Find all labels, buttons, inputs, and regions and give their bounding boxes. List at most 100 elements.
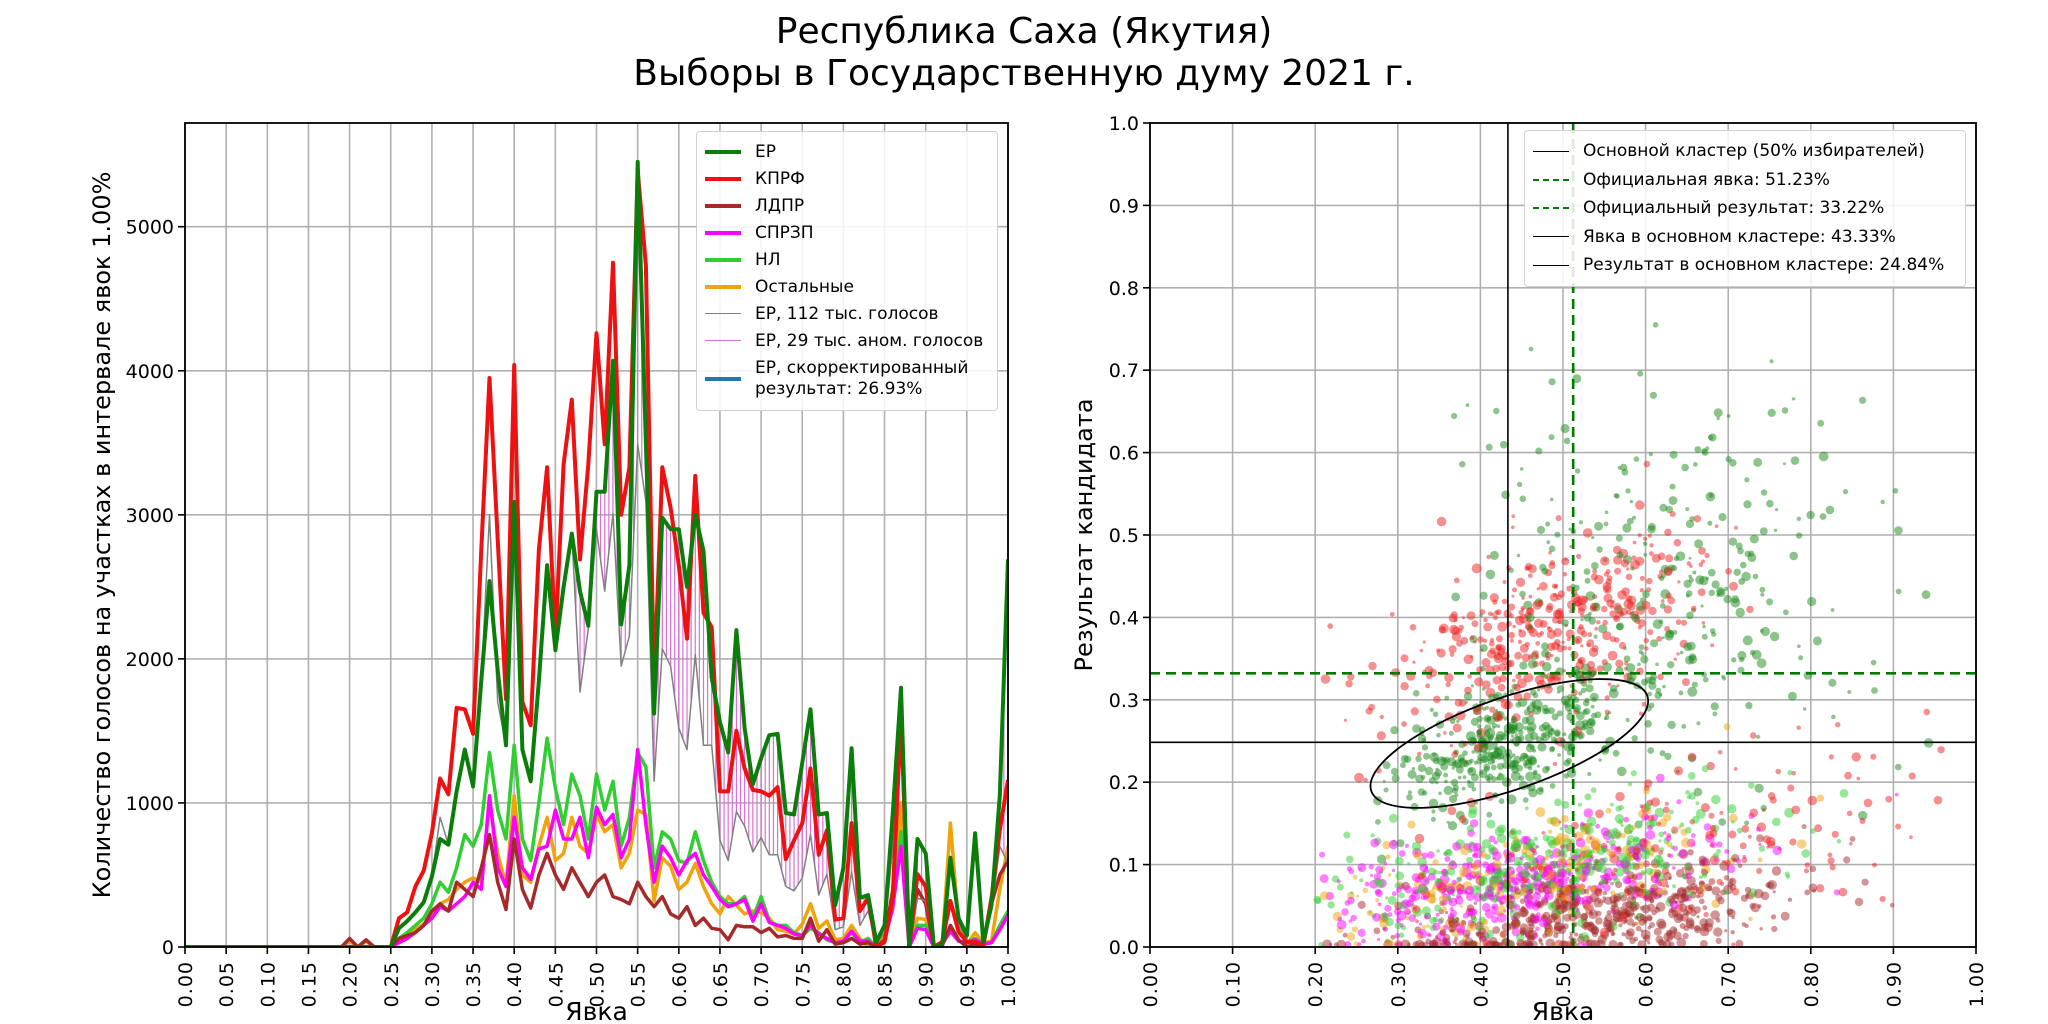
scatter-point <box>1491 916 1499 924</box>
scatter-point <box>1562 885 1571 895</box>
scatter-point <box>1460 636 1469 645</box>
scatter-point <box>1783 609 1789 616</box>
y-tick-label: 0.8 <box>1109 278 1139 300</box>
scatter-point <box>1583 921 1590 928</box>
x-tick-label: 0.10 <box>257 961 279 1007</box>
scatter-point <box>1479 935 1487 943</box>
scatter-point <box>1542 870 1549 877</box>
scatter-point <box>1661 867 1670 875</box>
scatter-point <box>1673 931 1682 940</box>
scatter-point <box>1428 777 1436 784</box>
scatter-point <box>1432 922 1441 931</box>
scatter-point <box>1450 778 1459 787</box>
scatter-point <box>1702 872 1708 879</box>
scatter-point <box>1666 841 1673 848</box>
scatter-point <box>1460 845 1470 856</box>
scatter-point <box>1473 706 1482 716</box>
scatter-point <box>1613 637 1620 643</box>
scatter-point <box>1699 875 1703 880</box>
scatter-point <box>1422 790 1428 796</box>
scatter-point <box>1431 809 1436 814</box>
scatter-point <box>1420 775 1426 780</box>
scatter-point <box>1394 882 1401 889</box>
scatter-point <box>1396 887 1402 893</box>
scatter-point <box>1804 868 1809 874</box>
legend-entry: СПРЗП <box>705 219 989 246</box>
scatter-point <box>1539 581 1548 591</box>
scatter-point <box>1541 721 1551 731</box>
scatter-point <box>1509 755 1513 759</box>
x-tick-label: 0.60 <box>1636 961 1658 1007</box>
scatter-point <box>1554 531 1561 538</box>
scatter-point <box>1599 878 1607 885</box>
scatter-point <box>1870 753 1877 760</box>
scatter-point <box>1835 722 1841 728</box>
scatter-point <box>1375 819 1381 825</box>
scatter-point <box>1663 831 1667 835</box>
scatter-point <box>1580 644 1584 648</box>
scatter-point <box>1472 875 1476 879</box>
scatter-point <box>1615 610 1623 618</box>
scatter-point <box>1463 692 1473 701</box>
scatter-point <box>1759 586 1766 593</box>
scatter-point <box>1714 524 1719 528</box>
scatter-point <box>1626 567 1630 571</box>
scatter-point <box>1713 927 1723 937</box>
scatter-point <box>1395 917 1402 924</box>
scatter-point <box>1656 918 1666 929</box>
scatter-point <box>1482 706 1487 711</box>
scatter-point <box>1454 896 1464 905</box>
scatter-point <box>1574 468 1581 474</box>
scatter-point <box>1647 533 1652 538</box>
scatter-point <box>1516 553 1521 558</box>
scatter-point <box>1618 642 1627 650</box>
scatter-point <box>1590 704 1595 709</box>
scatter-point <box>1344 941 1352 947</box>
scatter-point <box>1760 804 1768 812</box>
scatter-point <box>1343 831 1351 839</box>
scatter-point <box>1519 643 1529 653</box>
scatter-point <box>1560 423 1570 434</box>
scatter-point <box>1731 820 1735 824</box>
legend-swatch <box>1533 150 1569 152</box>
scatter-point <box>1406 794 1413 801</box>
scatter-point <box>1434 769 1443 777</box>
scatter-point <box>1458 939 1468 947</box>
scatter-point <box>1615 659 1624 668</box>
scatter-point <box>1825 505 1835 515</box>
scatter-point <box>1520 887 1529 896</box>
scatter-point <box>1455 923 1466 934</box>
scatter-point <box>1817 794 1825 802</box>
scatter-point <box>1525 613 1535 622</box>
scatter-point <box>1436 849 1440 853</box>
scatter-point <box>1494 736 1500 743</box>
scatter-point <box>1738 578 1746 585</box>
scatter-point <box>1846 810 1853 817</box>
scatter-point <box>1435 912 1440 917</box>
main-cluster-ellipse <box>1369 678 1650 809</box>
scatter-point <box>1702 624 1706 629</box>
scatter-point <box>1412 660 1416 664</box>
scatter-point <box>1620 833 1626 839</box>
scatter-point <box>1382 841 1391 850</box>
scatter-point <box>1449 652 1455 657</box>
scatter-point <box>1895 823 1902 830</box>
scatter-point <box>1482 749 1488 755</box>
scatter-point <box>1659 602 1666 609</box>
scatter-point <box>1466 611 1476 620</box>
scatter-point <box>1503 730 1510 737</box>
scatter-point <box>1430 816 1436 822</box>
scatter-point <box>1616 846 1620 850</box>
legend-swatch <box>1533 207 1569 210</box>
scatter-point <box>1382 761 1391 770</box>
scatter-point <box>1819 513 1827 520</box>
scatter-point <box>1804 889 1811 896</box>
scatter-point <box>1498 753 1505 760</box>
scatter-point <box>1685 917 1695 926</box>
scatter-point <box>1807 596 1817 607</box>
scatter-point <box>1588 885 1596 892</box>
scatter-point <box>1383 787 1389 793</box>
scatter-point <box>1712 711 1718 717</box>
legend-label: Основной кластер (50% избирателей) <box>1583 141 1925 162</box>
scatter-point <box>1428 798 1439 809</box>
